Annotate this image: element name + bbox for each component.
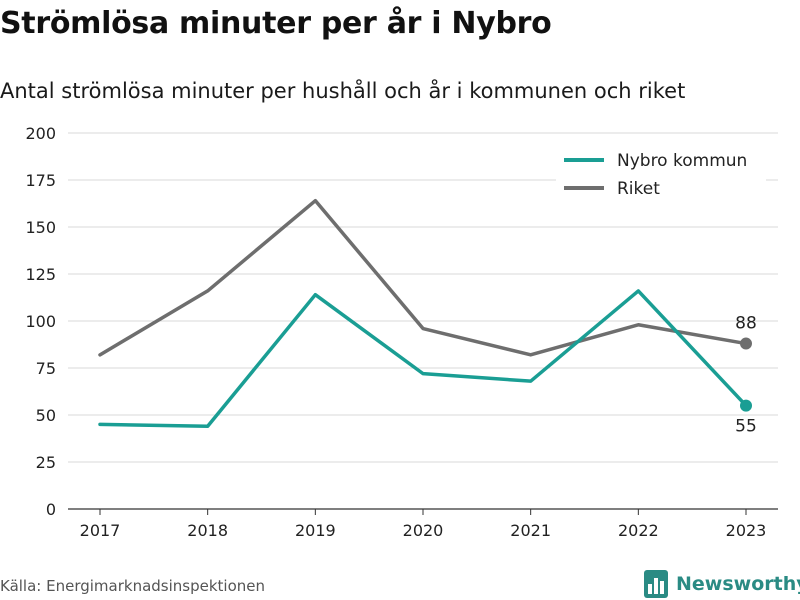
x-tick-label: 2021 (510, 521, 551, 540)
labels: 55 88 (735, 314, 757, 437)
y-tick-label: 175 (25, 171, 56, 190)
y-tick-label: 50 (36, 406, 56, 425)
x-tick-label: 2019 (295, 521, 336, 540)
x-tick-label: 2023 (726, 521, 767, 540)
x-tick-label: 2018 (187, 521, 228, 540)
source-note: Källa: Energimarknadsinspektionen (0, 577, 266, 595)
legend: Nybro kommun Riket (556, 144, 766, 206)
y-tick-label: 200 (25, 124, 56, 143)
end-label-nybro: 55 (735, 417, 757, 437)
y-tick-label: 0 (46, 500, 56, 519)
x-tick-label: 2017 (80, 521, 121, 540)
chart-subtitle: Antal strömlösa minuter per hushåll och … (0, 79, 686, 103)
y-tick-label: 25 (36, 453, 56, 472)
legend-box (556, 144, 766, 206)
end-point-nybro (740, 399, 752, 412)
y-tick-label: 100 (25, 312, 56, 331)
series-line-nybro (98, 289, 748, 429)
axes: 0 25 50 75 100 125 150 175 200 2017 2018 2019 2020 20… (25, 124, 778, 540)
y-tick-label: 125 (25, 265, 56, 284)
end-point-riket (740, 337, 752, 350)
brand-logo: Newsworthy (644, 570, 800, 598)
x-tick-label: 2022 (618, 521, 659, 540)
line-chart: 0 25 50 75 100 125 150 175 200 2017 2018 2019 2020 20… (25, 124, 778, 540)
y-tick-label: 150 (25, 218, 56, 237)
legend-label: Riket (617, 179, 660, 199)
legend-label: Nybro kommun (617, 151, 747, 171)
series-line-riket (98, 198, 748, 357)
series-lines (98, 198, 752, 429)
bar-chart-logo-icon (644, 570, 668, 598)
end-label-riket: 88 (735, 314, 757, 334)
brand-name: Newsworthy (676, 573, 800, 595)
y-tick-label: 75 (36, 359, 56, 378)
chart-title: Strömlösa minuter per år i Nybro (0, 6, 552, 41)
x-tick-label: 2020 (403, 521, 444, 540)
